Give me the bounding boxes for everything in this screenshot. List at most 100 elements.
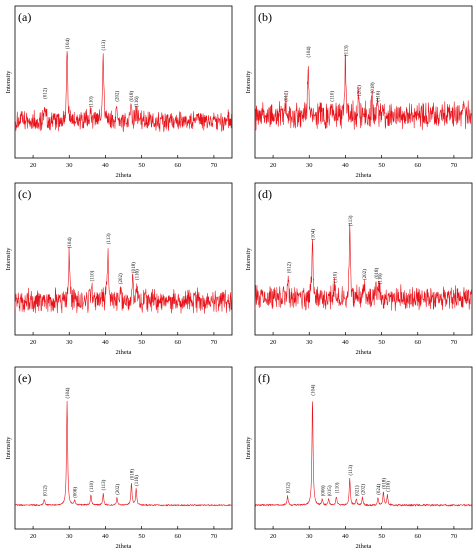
peak-label: (110) [331, 91, 336, 102]
plot-frame [14, 366, 233, 530]
x-tick-label: 20 [30, 162, 37, 169]
xrd-pattern-line [254, 401, 473, 507]
peak-label: (012) [43, 485, 48, 496]
x-tick-label: 60 [415, 162, 422, 169]
x-tick-label: 20 [30, 533, 37, 540]
x-tick-label: 40 [342, 533, 349, 540]
panel-label: (a) [18, 10, 31, 24]
peak-label: (104) [312, 384, 317, 395]
plot-frame [254, 5, 473, 159]
chart-panel-f: (f) 20 30 40 50 60 70 2theta Intensity (012) (104)… [245, 366, 473, 550]
x-tick-label: 20 [270, 162, 277, 169]
x-tick-label: 50 [138, 162, 145, 169]
peak-label: (110) [91, 270, 96, 281]
xrd-pattern-line [254, 54, 473, 131]
peak-label: (104) [312, 229, 317, 240]
y-axis-label: Intensity [5, 247, 12, 270]
y-axis-label: Intensity [5, 70, 12, 93]
x-axis-label: 2theta [116, 172, 132, 179]
peak-label: (012) [287, 482, 292, 493]
y-axis-label: Intensity [245, 70, 252, 93]
panel-label: (f) [258, 371, 270, 385]
peak-label: (113) [349, 215, 354, 226]
peak-label: (018) [132, 262, 137, 273]
peak-label: (113) [107, 233, 112, 244]
x-tick-label: 70 [211, 162, 218, 169]
peak-label: (110) [335, 482, 340, 493]
peak-label: (012) [44, 88, 49, 99]
peak-label: (202) [116, 90, 121, 101]
x-tick-label: 20 [270, 339, 277, 346]
x-tick-label: 60 [415, 339, 422, 346]
peak-label: (116) [377, 91, 382, 102]
peak-label: (202) [357, 85, 362, 96]
y-axis-label: Intensity [5, 436, 12, 459]
x-tick-label: 40 [102, 533, 109, 540]
peak-label: (012) [287, 262, 292, 273]
x-tick-label: 70 [451, 339, 458, 346]
x-tick-label: 40 [342, 339, 349, 346]
chart-panel-b: (b) 20 30 40 50 60 70 2theta Intensity (012) (104)… [245, 5, 473, 179]
xrd-pattern-line [14, 400, 232, 507]
peak-label: (006) [74, 487, 79, 498]
peak-label: (104) [68, 237, 73, 248]
panel-label: (c) [18, 187, 31, 201]
chart-panel-e: (e) 20 30 40 50 60 70 2theta Intensity (012) (104)… [5, 366, 233, 550]
x-tick-label: 70 [211, 533, 218, 540]
xrd-pattern-line [14, 246, 233, 314]
peak-label: (104) [307, 46, 312, 57]
peak-label: (113) [349, 465, 354, 476]
x-tick-label: 40 [342, 162, 349, 169]
x-tick-label: 50 [378, 339, 385, 346]
xrd-pattern-line [14, 50, 233, 133]
x-tick-label: 20 [30, 339, 37, 346]
x-tick-label: 50 [378, 533, 385, 540]
x-axis-label: 2theta [356, 543, 372, 550]
panel-label: (d) [258, 187, 272, 201]
x-tick-label: 50 [138, 533, 145, 540]
peak-label: (113) [344, 45, 349, 56]
chart-panel-a: (a) 20 30 40 50 60 70 2theta Intensity (012) (104)… [5, 5, 233, 179]
peak-label: (116) [378, 273, 383, 284]
peak-label: (018) [382, 478, 387, 489]
x-tick-label: 70 [451, 533, 458, 540]
y-axis-label: Intensity [245, 247, 252, 270]
x-tick-label: 30 [306, 339, 313, 346]
x-axis-label: 2theta [356, 349, 372, 356]
peak-label: (018) [371, 82, 376, 93]
panel-label: (b) [258, 10, 272, 24]
x-tick-label: 60 [415, 533, 422, 540]
x-tick-label: 40 [102, 339, 109, 346]
peak-label: (110) [90, 481, 95, 492]
chart-panel-c: (c) 20 30 40 50 60 70 2theta Intensity (104) (110)… [5, 182, 233, 356]
peak-label: (116) [136, 269, 141, 280]
x-tick-label: 60 [175, 162, 182, 169]
plot-frame [14, 182, 233, 336]
chart-panel-d: (d) 20 30 40 50 60 70 2theta Intensity (012) (104)… [245, 182, 473, 356]
peak-label: (021) [355, 485, 360, 496]
panel-label: (e) [18, 371, 31, 385]
peak-label: (113) [102, 40, 107, 51]
peak-label: (104) [66, 387, 71, 398]
x-axis-label: 2theta [116, 349, 132, 356]
x-tick-label: 70 [451, 162, 458, 169]
peak-label: (116) [135, 475, 140, 486]
peak-label: (202) [361, 484, 366, 495]
plot-frame [254, 366, 473, 530]
peak-label: (104) [66, 38, 71, 49]
peak-label: (116) [135, 96, 140, 107]
peak-label: (024) [377, 484, 382, 495]
xrd-pattern-line [254, 223, 473, 312]
x-tick-label: 60 [175, 339, 182, 346]
peak-label: (012) [285, 90, 290, 101]
x-axis-label: 2theta [116, 543, 132, 550]
x-tick-label: 60 [175, 533, 182, 540]
peak-label: (113) [102, 479, 107, 490]
peak-label: (018) [130, 469, 135, 480]
peak-label: (110) [90, 96, 95, 107]
x-tick-label: 50 [378, 162, 385, 169]
x-tick-label: 50 [138, 339, 145, 346]
x-tick-label: 70 [211, 339, 218, 346]
x-tick-label: 30 [306, 533, 313, 540]
